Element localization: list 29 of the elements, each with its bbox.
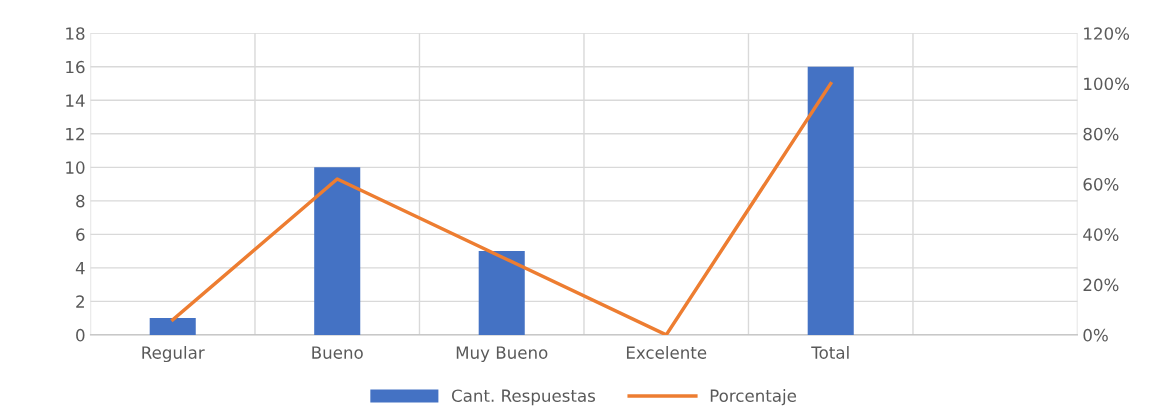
y-tick-label: 2 [76,295,84,308]
bar [314,167,361,335]
y-tick-label: 18 [66,27,85,40]
bar [807,66,854,335]
y2-tick-label: 80% [1083,127,1119,141]
y-tick-label: 12 [66,127,84,141]
x-tick-label: Muy Bueno [456,346,548,363]
bar [478,251,525,335]
y2-tick-label: 20% [1083,278,1119,292]
y-tick-label: 4 [75,262,85,275]
x-tick-label: Regular [142,345,205,363]
y2-tick-label: 120% [1084,27,1130,40]
bar [149,318,196,335]
line-series [170,81,833,335]
y2-tick-label: 100% [1084,77,1130,91]
y-tick-label: 16 [66,60,85,74]
y-tick-label: 10 [66,161,85,174]
y2-tick-label: 0% [1083,328,1108,342]
y-tick-label: 14 [66,94,85,107]
x-tick-label: Excelente [626,345,707,359]
x-tick-label: Total [811,345,849,359]
y-tick-label: 8 [76,194,85,208]
y-tick-label: 0 [76,328,85,342]
x-tick-label: Bueno [312,346,363,359]
y-tick-label: 6 [76,228,85,241]
legend-label: Cant. Respuestas [451,389,596,406]
y2-tick-label: 60% [1083,178,1119,191]
legend-label: Porcentaje [710,389,797,406]
y2-tick-label: 40% [1083,228,1119,241]
